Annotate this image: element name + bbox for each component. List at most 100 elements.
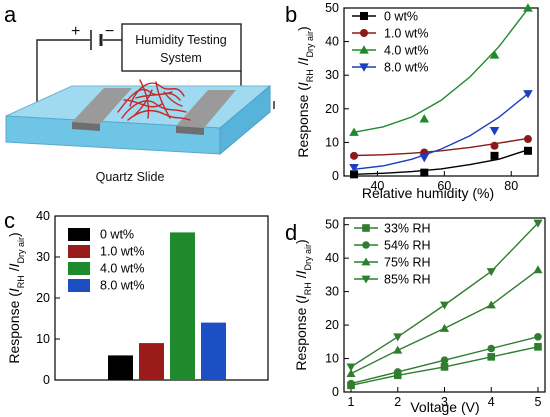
y-tick-label: 10 — [325, 135, 339, 149]
panel-d-letter: d — [285, 220, 297, 245]
y-tick-label: 40 — [325, 35, 339, 49]
legend-label: 75% RH — [384, 256, 431, 270]
legend-label: 8.0 wt% — [100, 279, 144, 293]
data-point-40wt — [349, 127, 359, 136]
panel-a-letter: a — [4, 2, 17, 27]
data-point-80wt — [523, 90, 533, 99]
panel-d-plot-area: 0 10 20 30 40 50 1 2 3 4 5 33% RH 54% RH 75% RH 85% RH — [325, 217, 546, 409]
y-axis-label-text: Response (IRH /IDry air) — [6, 232, 26, 363]
data-point-85RH — [533, 219, 543, 228]
panel-d-y-axis-label: Response (IRH /IDry air) — [293, 239, 313, 370]
legend-marker — [360, 29, 368, 37]
humidity-testing-system-box — [121, 23, 242, 72]
y-axis-label-part-s1: RH — [305, 69, 315, 82]
panel-d-chart: d Response (IRH /IDry air) Voltage (V) 0… — [285, 217, 546, 415]
x-tick-label: 5 — [535, 395, 542, 409]
data-point-75RH — [533, 265, 543, 274]
y-axis-label-part-mid: / — [295, 61, 311, 69]
legend-marker — [362, 224, 370, 232]
y-axis-label-part-end: ) — [6, 232, 22, 237]
legend-marker — [361, 275, 371, 284]
y-tick-label: 0 — [332, 169, 339, 183]
quartz-slide-label: Quartz Slide — [96, 170, 165, 184]
y-axis-label-part-s1: RH — [303, 282, 313, 295]
y-axis-label-text: Response (IRH /IDry air) — [295, 26, 315, 157]
panel-c-letter: c — [4, 208, 15, 233]
y-tick-label: 30 — [325, 68, 339, 82]
panel-b-y-axis-label: Response (IRH /IDry air) — [295, 26, 315, 157]
x-tick-label: 4 — [488, 395, 495, 409]
data-point-40wt — [489, 50, 500, 59]
data-point-54RH — [347, 379, 355, 388]
y-tick-label: 0 — [332, 385, 339, 399]
data-point-54RH — [534, 332, 542, 341]
y-tick-label: 30 — [36, 250, 50, 264]
y-tick-label: 10 — [36, 332, 50, 346]
legend-label: 33% RH — [384, 222, 431, 236]
panel-a-schematic: a + − Humidity Testing System — [4, 2, 275, 184]
bar-10wt — [139, 343, 164, 380]
legend-marker — [359, 63, 369, 72]
data-point-75RH — [346, 369, 356, 378]
legend-swatch — [68, 245, 90, 258]
y-tick-label: 0 — [43, 373, 50, 387]
y-tick-label: 50 — [325, 1, 339, 15]
testing-system-label-line1: Humidity Testing — [135, 33, 227, 47]
y-axis-label-part-s2: Dry air — [303, 244, 313, 271]
legend-label: 1.0 wt% — [384, 27, 428, 41]
y-tick-label: 10 — [325, 352, 339, 366]
y-axis-label-part-i2: I — [295, 57, 311, 61]
panel-b-axes-frame — [343, 7, 539, 177]
data-point-10wt — [350, 151, 359, 160]
data-point-80wt — [489, 127, 500, 136]
data-point-0wt — [523, 146, 532, 155]
legend-marker — [360, 12, 368, 20]
x-tick-label: 80 — [504, 179, 518, 193]
fit-curve-10wt — [353, 137, 529, 157]
x-tick-label: 3 — [441, 395, 448, 409]
y-tick-label: 20 — [325, 318, 339, 332]
data-point-85RH — [346, 363, 356, 372]
data-point-75RH — [439, 323, 450, 332]
data-point-10wt — [523, 135, 532, 144]
y-tick-label: 20 — [325, 102, 339, 116]
x-tick-label: 2 — [394, 395, 401, 409]
testing-system-label-line2: System — [160, 51, 202, 65]
electrodes — [72, 88, 236, 135]
x-tick-label: 1 — [348, 395, 355, 409]
legend-label: 1.0 wt% — [100, 245, 144, 259]
y-axis-label-part-end: ) — [293, 239, 309, 244]
data-point-40wt — [419, 114, 430, 123]
legend-label: 8.0 wt% — [384, 61, 428, 75]
data-point-85RH — [486, 268, 496, 277]
data-point-33RH — [534, 343, 542, 351]
legend-swatch — [68, 279, 90, 292]
data-point-54RH — [393, 368, 402, 376]
panel-b-plot-area: 0 10 20 30 40 50 40 60 80 0 wt% 1.0 wt% 4.0 wt% 8.0 … — [325, 1, 539, 193]
fit-curve-40wt — [353, 8, 529, 133]
x-tick-label: 40 — [370, 179, 384, 193]
data-point-40wt — [523, 3, 533, 12]
y-tick-label: 20 — [36, 291, 50, 305]
plus-sign: + — [71, 23, 80, 40]
y-tick-label: 30 — [325, 285, 339, 299]
legend-label: 4.0 wt% — [384, 44, 428, 58]
panel-c-plot-area: 0 10 20 30 40 0 wt% 1.0 wt% 4.0 wt% 8.0 wt% — [36, 209, 269, 387]
panel-c-y-axis-label: Response (IRH /IDry air) — [6, 232, 26, 363]
bar-0wt — [108, 355, 133, 380]
y-axis-label-part-mid: / — [293, 274, 309, 282]
y-axis-label-part-s2: Dry air — [305, 31, 315, 58]
series-line-85RH — [350, 222, 539, 368]
y-axis-label-part-i1: I — [295, 82, 311, 86]
legend-label: 54% RH — [384, 239, 431, 253]
y-tick-label: 40 — [36, 209, 50, 223]
legend-label: 85% RH — [384, 273, 431, 287]
y-axis-label-part-main: Response ( — [295, 86, 311, 158]
legend-marker — [361, 257, 371, 266]
y-axis-label-text: Response (IRH /IDry air) — [293, 239, 313, 370]
panel-d-x-axis-label: Voltage (V) — [410, 399, 479, 415]
fit-curve-80wt — [353, 93, 529, 170]
legend-label: 0 wt% — [384, 10, 418, 24]
